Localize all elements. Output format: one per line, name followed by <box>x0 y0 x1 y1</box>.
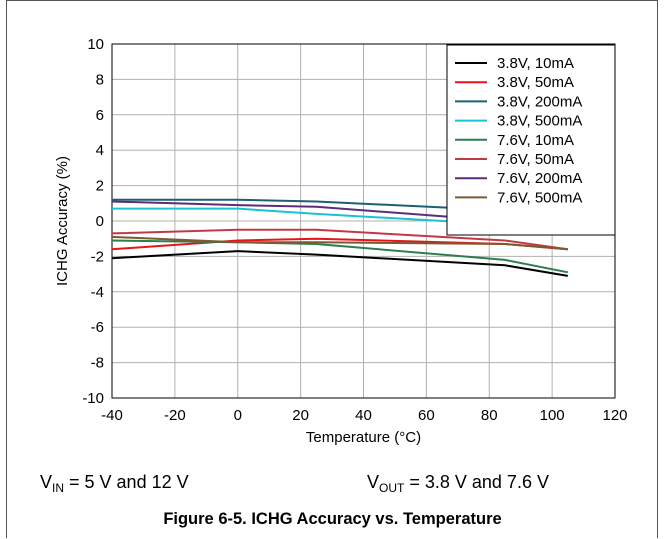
figure-caption: Figure 6-5. ICHG Accuracy vs. Temperatur… <box>163 510 502 528</box>
y-tick-label: 4 <box>96 142 104 159</box>
legend-label: 3.8V, 10mA <box>497 55 574 72</box>
figure-frame <box>6 0 658 538</box>
x-tick-label: 40 <box>355 407 372 424</box>
vout-condition: VOUT = 3.8 V and 7.6 V <box>367 472 549 495</box>
y-tick-label: 8 <box>96 71 104 88</box>
x-tick-label: 20 <box>292 407 309 424</box>
vin-condition: VIN = 5 V and 12 V <box>40 472 189 495</box>
legend-label: 7.6V, 500mA <box>497 189 582 206</box>
vout-symbol: V <box>367 472 380 492</box>
y-axis-label: ICHG Accuracy (%) <box>54 156 71 286</box>
x-tick-label: -20 <box>164 407 186 424</box>
y-tick-label: 0 <box>96 213 104 230</box>
legend-label: 7.6V, 50mA <box>497 151 574 168</box>
legend-label: 3.8V, 200mA <box>497 93 582 110</box>
x-tick-label: 0 <box>234 407 242 424</box>
x-tick-label: 120 <box>602 407 627 424</box>
legend-label: 7.6V, 200mA <box>497 170 582 187</box>
x-tick-labels: -40 -20 0 20 40 60 80 100 120 <box>101 407 627 424</box>
series-line <box>111 250 568 277</box>
legend-label: 3.8V, 500mA <box>497 113 582 130</box>
y-tick-label: -8 <box>91 355 104 372</box>
vout-value: = 3.8 V and 7.6 V <box>404 472 549 492</box>
vout-subscript: OUT <box>379 481 405 495</box>
vin-subscript: IN <box>52 481 65 495</box>
vin-value: = 5 V and 12 V <box>64 472 189 492</box>
y-tick-label: 10 <box>87 36 104 53</box>
series-line <box>111 228 568 251</box>
y-tick-label: 2 <box>96 178 104 195</box>
x-tick-label: 80 <box>481 407 498 424</box>
x-axis-label: Temperature (°C) <box>306 429 421 446</box>
series-line <box>111 235 568 251</box>
x-tick-label: 60 <box>418 407 435 424</box>
legend-label: 3.8V, 50mA <box>497 74 574 91</box>
vin-symbol: V <box>40 472 53 492</box>
legend: 3.8V, 10mA 3.8V, 50mA 3.8V, 200mA 3.8V, 500… <box>446 44 616 236</box>
x-tick-label: -40 <box>101 407 123 424</box>
y-tick-label: 6 <box>96 107 104 124</box>
legend-label: 7.6V, 10mA <box>497 132 574 149</box>
y-tick-labels: -10 -8 -6 -4 -2 0 2 4 6 8 10 <box>82 36 104 407</box>
series-line <box>111 239 568 274</box>
y-tick-label: -6 <box>91 319 104 336</box>
y-tick-label: -2 <box>91 248 104 265</box>
y-tick-label: -4 <box>91 284 104 301</box>
x-tick-label: 100 <box>540 407 565 424</box>
y-tick-label: -10 <box>82 390 104 407</box>
